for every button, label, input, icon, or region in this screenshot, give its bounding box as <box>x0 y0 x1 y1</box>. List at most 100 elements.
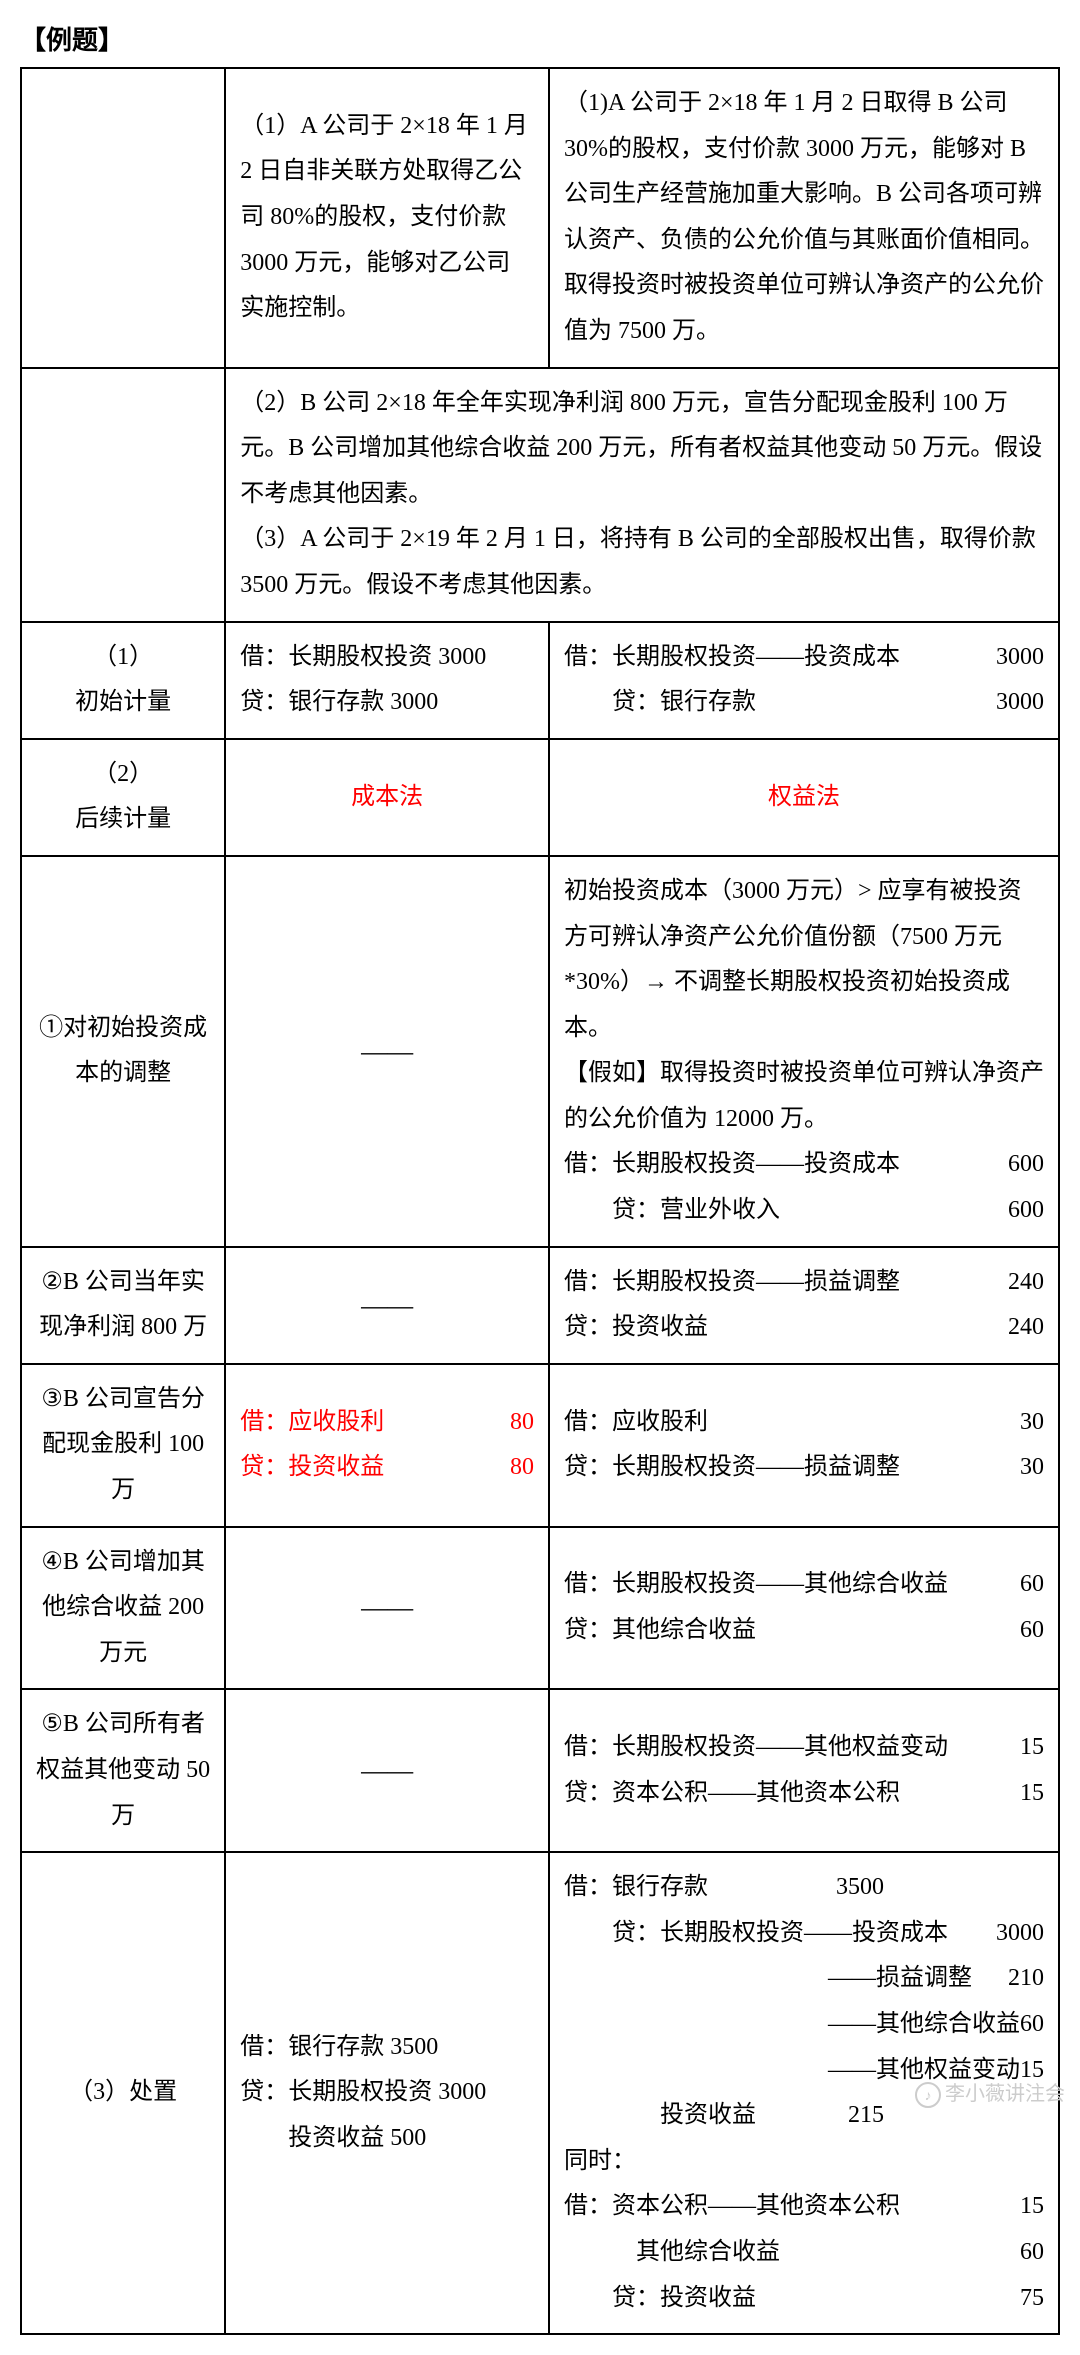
cell-label-other: ⑤B 公司所有者权益其他变动 50 万 <box>21 1689 225 1852</box>
cell-init-equity: 借：长期股权投资——投资成本 3000 贷：银行存款 3000 <box>549 622 1059 739</box>
entry-text: 贷：投资收益 <box>240 1445 384 1491</box>
entry-text: 贷：投资收益 <box>564 1305 708 1351</box>
entry-amount: 75 <box>1020 2276 1044 2322</box>
cell-blank <box>21 68 225 368</box>
entry-text: 其他综合收益 <box>564 2230 780 2276</box>
main-table: （1）A 公司于 2×18 年 1 月 2 日自非关联方处取得乙公司 80%的股… <box>20 67 1060 2335</box>
entry-text: 借：资本公积——其他资本公积 <box>564 2184 900 2230</box>
table-row: （2）B 公司 2×18 年全年实现净利润 800 万元，宣告分配现金股利 10… <box>21 368 1059 622</box>
entry-line: 借：应收股利 30 <box>564 1400 1044 1446</box>
entry-line: 借：银行存款 3500 <box>240 2025 534 2071</box>
cell-method-cost: 成本法 <box>225 739 549 856</box>
entry-line: 贷：其他综合收益60 <box>564 1608 1044 1654</box>
entry-amount: 3000 <box>996 635 1044 681</box>
cell-dash: —— <box>225 1689 549 1852</box>
entry-line: 贷：营业外收入 600 <box>564 1188 1044 1234</box>
label-text: 后续计量 <box>36 797 210 843</box>
entry-text: 贷：投资收益 <box>564 2276 756 2322</box>
cell-scenario-23: （2）B 公司 2×18 年全年实现净利润 800 万元，宣告分配现金股利 10… <box>225 368 1059 622</box>
table-row: ⑤B 公司所有者权益其他变动 50 万 —— 借：长期股权投资——其他权益变动 1… <box>21 1689 1059 1852</box>
cell-div-cost: 借：应收股利 80 贷：投资收益 80 <box>225 1364 549 1527</box>
entry-amount: 60 <box>1020 1562 1044 1608</box>
entry-amount: 60 <box>1020 2002 1044 2048</box>
entry-amount: 80 <box>510 1445 534 1491</box>
entry-amount: 80 <box>510 1400 534 1446</box>
entry-text: 借：长期股权投资——投资成本 <box>564 1142 900 1188</box>
watermark-text: 李小薇讲注会 <box>945 2083 1065 2105</box>
table-row: ②B 公司当年实现净利润 800 万 —— 借：长期股权投资——损益调整240 … <box>21 1247 1059 1364</box>
entry-text: 投资收益 <box>564 2093 756 2139</box>
entry-text: 贷：其他综合收益 <box>564 1608 756 1654</box>
entry-line: 借：长期股权投资——其他权益变动 15 <box>564 1725 1044 1771</box>
entry-text: 贷：长期股权投资——损益调整 <box>564 1445 900 1491</box>
table-row: ③B 公司宣告分配现金股利 100 万 借：应收股利 80 贷：投资收益 80 借：… <box>21 1364 1059 1527</box>
entry-line: 同时： <box>564 2139 1044 2185</box>
cell-blank <box>21 368 225 622</box>
cell-label-div: ③B 公司宣告分配现金股利 100 万 <box>21 1364 225 1527</box>
label-text: 初始计量 <box>36 680 210 726</box>
entry-amount: 60 <box>1020 2230 1044 2276</box>
cell-label-adj: ①对初始投资成本的调整 <box>21 856 225 1247</box>
cell-adj-equity: 初始投资成本（3000 万元）> 应享有被投资方可辨认净资产公允价值份额（750… <box>549 856 1059 1247</box>
cell-dash: —— <box>225 856 549 1247</box>
entry-line: ——其他综合收益60 <box>564 2002 1044 2048</box>
entry-line: 贷：长期股权投资——损益调整30 <box>564 1445 1044 1491</box>
entry-text: 借：应收股利 <box>564 1400 708 1446</box>
entry-amount: 3000 <box>996 1911 1044 1957</box>
table-row: （3）处置 借：银行存款 3500 贷：长期股权投资 3000 投资收益 500… <box>21 1852 1059 2334</box>
entry-line: 贷：投资收益240 <box>564 1305 1044 1351</box>
entry-amount: 3500 <box>836 1865 1044 1911</box>
table-row: （1）A 公司于 2×18 年 1 月 2 日自非关联方处取得乙公司 80%的股… <box>21 68 1059 368</box>
entry-text: 贷：营业外收入 <box>564 1188 780 1234</box>
entry-amount: 15 <box>1020 1771 1044 1817</box>
entry-line: 贷：银行存款 3000 <box>564 680 1044 726</box>
entry-line: 借：长期股权投资——其他综合收益 60 <box>564 1562 1044 1608</box>
cell-label-disp: （3）处置 <box>21 1852 225 2334</box>
watermark: ♪李小薇讲注会 <box>915 2077 1065 2108</box>
entry-line: 贷：资本公积——其他资本公积 15 <box>564 1771 1044 1817</box>
entry-line: 借：银行存款3500 <box>564 1865 1044 1911</box>
cell-dash: —— <box>225 1247 549 1364</box>
cell-scenario-right: （1)A 公司于 2×18 年 1 月 2 日取得 B 公司 30%的股权，支付… <box>549 68 1059 368</box>
entry-text: 贷：长期股权投资——投资成本 <box>564 1911 948 1957</box>
entry-amount: 600 <box>1008 1142 1044 1188</box>
entry-text: 借：长期股权投资——其他综合收益 <box>564 1562 948 1608</box>
entry-amount: 30 <box>1020 1400 1044 1446</box>
entry-amount: 600 <box>1008 1188 1044 1234</box>
weibo-icon: ♪ <box>915 2082 941 2108</box>
text-line: 【假如】取得投资时被投资单位可辨认净资产的公允价值为 12000 万。 <box>564 1051 1044 1142</box>
cell-disp-cost: 借：银行存款 3500 贷：长期股权投资 3000 投资收益 500 <box>225 1852 549 2334</box>
entry-text: 借：长期股权投资——损益调整 <box>564 1260 900 1306</box>
cell-label-profit: ②B 公司当年实现净利润 800 万 <box>21 1247 225 1364</box>
table-row: ④B 公司增加其他综合收益 200 万元 —— 借：长期股权投资——其他综合收益… <box>21 1527 1059 1690</box>
entry-amount: 15 <box>1020 1725 1044 1771</box>
entry-line: 借：长期股权投资——投资成本 3000 <box>564 635 1044 681</box>
cell-label-oci: ④B 公司增加其他综合收益 200 万元 <box>21 1527 225 1690</box>
cell-div-equity: 借：应收股利 30 贷：长期股权投资——损益调整30 <box>549 1364 1059 1527</box>
entry-amount: 210 <box>1008 1956 1044 2002</box>
table-row: ①对初始投资成本的调整 —— 初始投资成本（3000 万元）> 应享有被投资方可… <box>21 856 1059 1247</box>
entry-text: 借：长期股权投资——其他权益变动 <box>564 1725 948 1771</box>
entry-text: 贷：银行存款 <box>564 680 756 726</box>
entry-line: 借：长期股权投资——投资成本 600 <box>564 1142 1044 1188</box>
entry-line: 借：应收股利 80 <box>240 1400 534 1446</box>
text-line: 初始投资成本（3000 万元）> 应享有被投资方可辨认净资产公允价值份额（750… <box>564 869 1044 1051</box>
cell-scenario-left: （1）A 公司于 2×18 年 1 月 2 日自非关联方处取得乙公司 80%的股… <box>225 68 549 368</box>
entry-text: 借：长期股权投资——投资成本 <box>564 635 900 681</box>
cell-label-init: （1） 初始计量 <box>21 622 225 739</box>
entry-line: 借：资本公积——其他资本公积15 <box>564 2184 1044 2230</box>
entry-text: ——损益调整 <box>564 1956 972 2002</box>
entry-line: 借：长期股权投资——损益调整240 <box>564 1260 1044 1306</box>
entry-text: ——其他综合收益 <box>564 2002 1020 2048</box>
cell-other-equity: 借：长期股权投资——其他权益变动 15 贷：资本公积——其他资本公积 15 <box>549 1689 1059 1852</box>
cell-dash: —— <box>225 1527 549 1690</box>
cell-profit-equity: 借：长期股权投资——损益调整240 贷：投资收益240 <box>549 1247 1059 1364</box>
entry-text: 贷：资本公积——其他资本公积 <box>564 1771 900 1817</box>
entry-line: 借：长期股权投资 3000 <box>240 635 534 681</box>
cell-method-equity: 权益法 <box>549 739 1059 856</box>
example-title: 【例题】 <box>20 20 1060 57</box>
entry-amount: 3000 <box>996 680 1044 726</box>
entry-line: 贷：投资收益 80 <box>240 1445 534 1491</box>
cell-init-cost: 借：长期股权投资 3000 贷：银行存款 3000 <box>225 622 549 739</box>
entry-text: 借：应收股利 <box>240 1400 384 1446</box>
